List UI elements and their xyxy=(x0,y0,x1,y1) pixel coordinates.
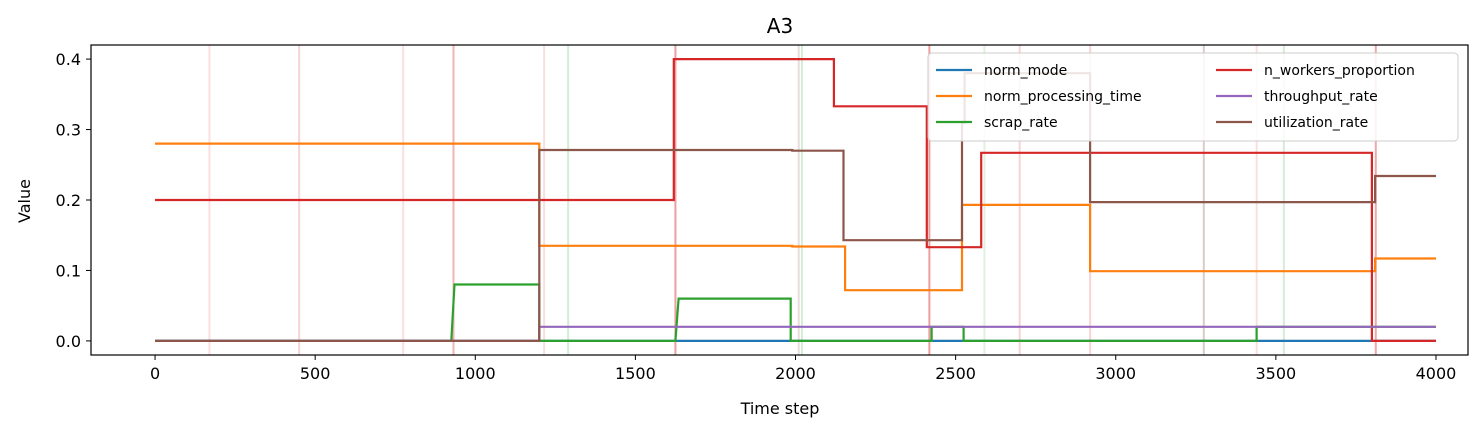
legend-label-norm_mode: norm_mode xyxy=(984,63,1067,79)
vertical-markers xyxy=(208,45,1377,355)
series-line-n_workers_proportion xyxy=(155,58,1436,342)
legend-label-throughput_rate: throughput_rate xyxy=(1264,89,1378,105)
legend-box xyxy=(927,52,1459,142)
y-tick-label-0.3: 0.3 xyxy=(56,121,81,140)
legend-label-scrap_rate: scrap_rate xyxy=(984,115,1058,131)
legend-label-n_workers_proportion: n_workers_proportion xyxy=(1264,63,1415,79)
x-tick-label-4000: 4000 xyxy=(1416,364,1457,383)
x-tick-label-0: 0 xyxy=(150,364,160,383)
y-tick-label-0.2: 0.2 xyxy=(56,191,81,210)
x-tick-label-2500: 2500 xyxy=(935,364,976,383)
x-tick-label-3500: 3500 xyxy=(1256,364,1297,383)
legend-label-norm_processing_time: norm_processing_time xyxy=(984,89,1142,105)
series-line-scrap_rate xyxy=(155,283,1436,342)
legend-label-utilization_rate: utilization_rate xyxy=(1264,115,1368,131)
legend: norm_mode norm_processing_time scrap_rate n… xyxy=(927,52,1459,142)
y-tick-label-0.0: 0.0 xyxy=(56,332,81,351)
x-axis-label: Time step xyxy=(740,399,820,418)
x-tick-label-500: 500 xyxy=(300,364,331,383)
y-tick-label-0.1: 0.1 xyxy=(56,261,81,280)
x-tick-label-1500: 1500 xyxy=(615,364,656,383)
y-tick-label-0.4: 0.4 xyxy=(56,50,81,69)
x-ticks: 0 500 1000 1500 2000 2500 3000 3500 4000 xyxy=(150,355,1456,383)
x-tick-label-3000: 3000 xyxy=(1095,364,1136,383)
y-ticks: 0.0 0.1 0.2 0.3 0.4 xyxy=(56,50,91,351)
series-lines xyxy=(155,58,1436,342)
chart-title: A3 xyxy=(767,14,793,38)
y-axis-label: Value xyxy=(15,179,34,223)
series-line-norm_processing_time xyxy=(155,142,1436,292)
x-tick-label-2000: 2000 xyxy=(775,364,816,383)
x-tick-label-1000: 1000 xyxy=(455,364,496,383)
